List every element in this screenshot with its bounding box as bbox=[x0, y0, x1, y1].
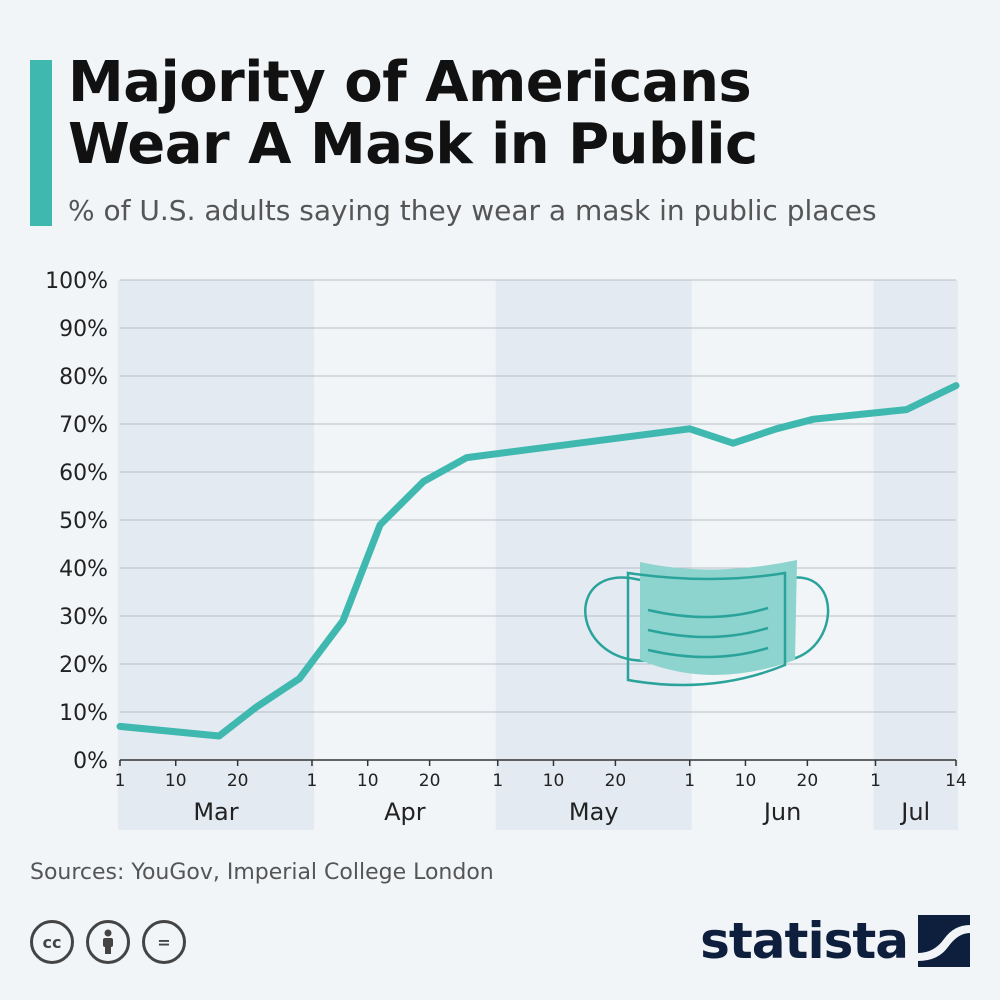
source-note: Sources: YouGov, Imperial College London bbox=[30, 860, 494, 885]
y-tick-label: 70% bbox=[59, 413, 108, 438]
person-icon bbox=[103, 929, 113, 954]
cc-label: cc bbox=[42, 932, 62, 952]
x-tick-label: 1 bbox=[492, 771, 503, 791]
nd-label: = bbox=[157, 932, 171, 952]
no-derivatives-icon[interactable]: = bbox=[142, 920, 186, 964]
month-label-apr: Apr bbox=[384, 798, 426, 826]
x-tick-label: 1 bbox=[870, 771, 881, 791]
title-line-1: Majority of Americans bbox=[68, 50, 752, 115]
x-tick-label: 1 bbox=[684, 771, 695, 791]
month-bands bbox=[118, 280, 958, 830]
series-line-mask-wearing bbox=[116, 382, 960, 740]
x-tick-label: 10 bbox=[165, 771, 187, 791]
month-band-jul bbox=[873, 280, 958, 830]
x-tick-label: 10 bbox=[357, 771, 379, 791]
y-tick-label: 50% bbox=[59, 509, 108, 534]
y-tick-label: 80% bbox=[59, 365, 108, 390]
y-tick-label: 90% bbox=[59, 317, 108, 342]
y-tick-label: 20% bbox=[59, 653, 108, 678]
month-label-may: May bbox=[569, 798, 619, 826]
month-label-jul: Jul bbox=[899, 798, 930, 826]
x-tick-label: 1 bbox=[115, 771, 126, 791]
title-line-2: Wear A Mask in Public bbox=[68, 112, 758, 177]
month-labels: Mar Apr May Jun Jul bbox=[193, 798, 930, 826]
y-tick-label: 10% bbox=[59, 701, 108, 726]
y-tick-label: 0% bbox=[73, 749, 108, 774]
license-icons: cc = bbox=[30, 920, 186, 964]
x-tick-label: 20 bbox=[797, 771, 819, 791]
statista-brand[interactable]: statista bbox=[700, 912, 970, 970]
x-tick-label: 1 bbox=[307, 771, 318, 791]
y-tick-label: 40% bbox=[59, 557, 108, 582]
gridlines bbox=[120, 279, 956, 761]
y-tick-label: 100% bbox=[45, 269, 108, 294]
x-tick-label: 20 bbox=[419, 771, 441, 791]
month-label-jun: Jun bbox=[762, 798, 802, 826]
y-tick-label: 30% bbox=[59, 605, 108, 630]
creative-commons-icon[interactable]: cc bbox=[30, 920, 74, 964]
statista-logo-icon bbox=[918, 915, 970, 967]
attribution-icon[interactable] bbox=[86, 920, 130, 964]
y-tick-label: 60% bbox=[59, 461, 108, 486]
accent-bar bbox=[30, 60, 52, 226]
x-tick-label: 20 bbox=[227, 771, 249, 791]
x-tick-label: 10 bbox=[735, 771, 757, 791]
month-band-mar bbox=[118, 280, 314, 830]
brand-name: statista bbox=[700, 912, 909, 970]
x-tick-label: 10 bbox=[543, 771, 565, 791]
y-axis-ticks: 0% 10% 20% 30% 40% 50% 60% 70% 80% 90% 100% bbox=[45, 269, 108, 774]
month-band-may bbox=[495, 280, 692, 830]
x-axis-ticks: 1 10 20 1 10 20 1 10 20 1 10 20 1 14 bbox=[115, 760, 967, 791]
page-title: Majority of Americans Wear A Mask in Pub… bbox=[68, 52, 758, 176]
line-chart: 0%10%20%30%40%50%60%70%80%90%100% 1 10 20 1… bbox=[45, 269, 967, 830]
face-mask-icon bbox=[584, 560, 830, 687]
month-label-mar: Mar bbox=[193, 798, 238, 826]
x-tick-label: 14 bbox=[945, 771, 967, 791]
x-tick-label: 20 bbox=[605, 771, 627, 791]
subtitle: % of U.S. adults saying they wear a mask… bbox=[68, 194, 877, 227]
